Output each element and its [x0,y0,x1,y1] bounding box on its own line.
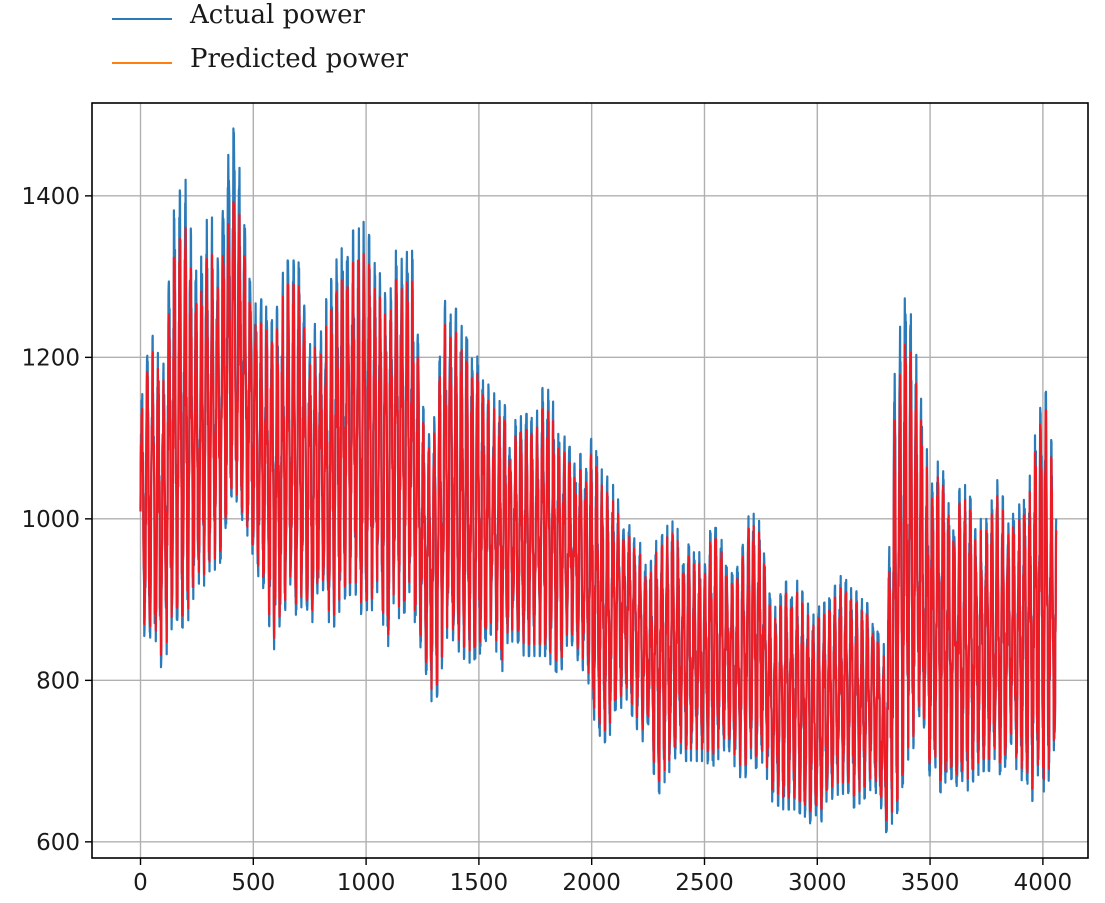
x-tick-label: 1500 [450,870,509,896]
legend: Actual power Predicted power [112,0,432,88]
legend-item-actual[interactable]: Actual power [112,0,432,44]
x-tick-label: 2500 [675,870,734,896]
legend-swatch-predicted [112,62,172,64]
legend-swatch-actual [112,18,172,20]
x-axis: 0 500 1000 1500 2000 2500 3000 3500 4000 [133,858,1072,896]
legend-item-predicted[interactable]: Predicted power [112,44,432,88]
x-tick-label: 500 [231,870,275,896]
series-line-predicted-power [139,200,1058,822]
y-tick-label: 600 [36,830,80,856]
y-tick-label: 1400 [21,184,80,210]
y-tick-label: 1000 [21,507,80,533]
legend-label-predicted: Predicted power [190,44,408,74]
legend-label-actual: Actual power [190,0,365,30]
plot-area [139,127,1058,834]
y-tick-label: 800 [36,668,80,694]
x-tick-label: 3500 [901,870,960,896]
x-tick-label: 4000 [1014,870,1073,896]
axes-frame [91,102,1089,859]
x-tick-label: 2000 [562,870,621,896]
y-axis: 600 800 1000 1200 1400 [21,184,92,856]
x-tick-label: 1000 [337,870,396,896]
y-tick-label: 1200 [21,345,80,371]
x-tick-label: 0 [133,870,148,896]
x-tick-label: 3000 [788,870,847,896]
